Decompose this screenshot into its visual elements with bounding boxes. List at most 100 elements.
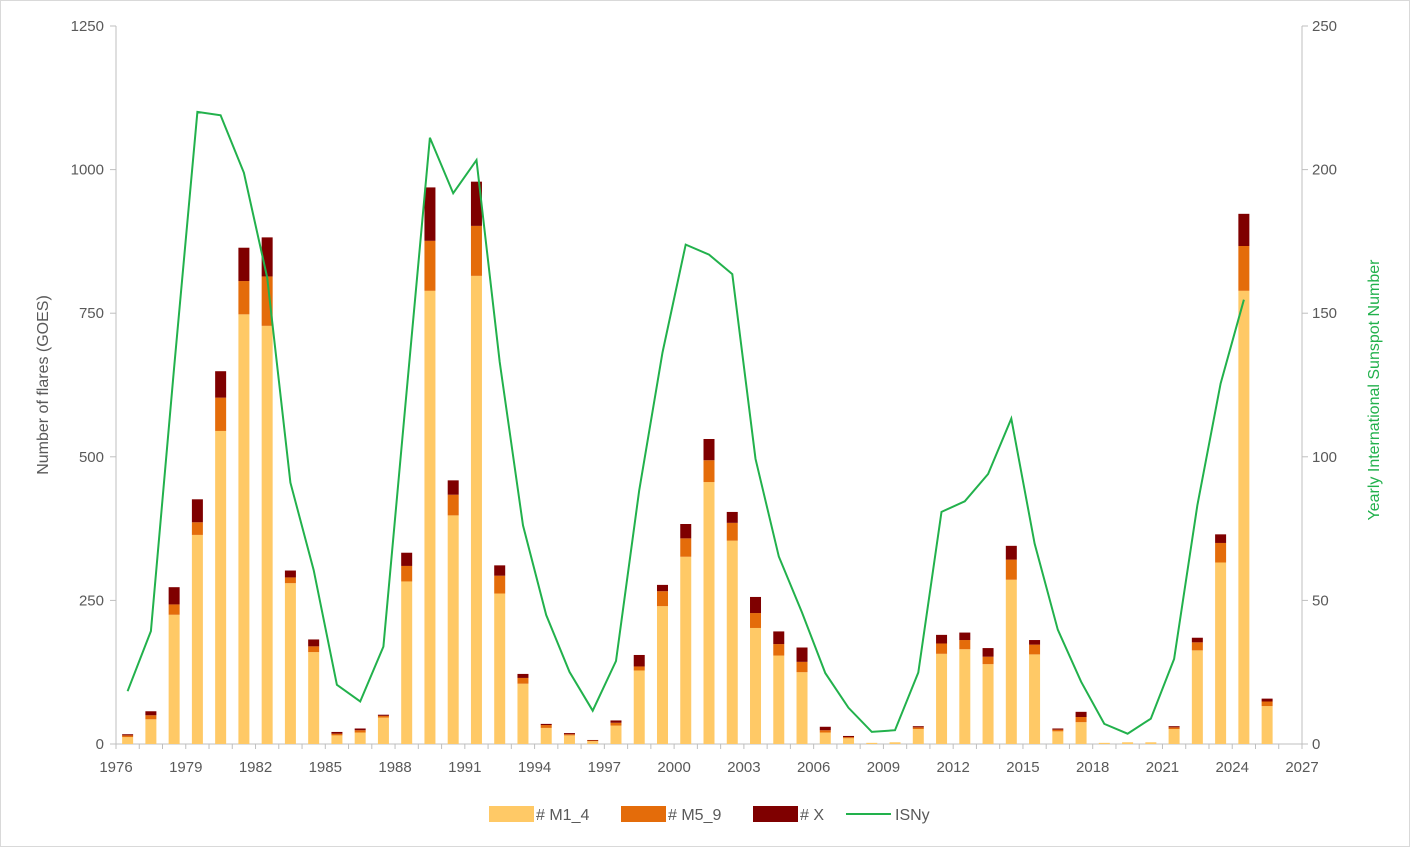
bar-x-2012 (959, 632, 971, 641)
bar-m5-9-2007 (843, 737, 855, 739)
bar-m1-4-1992 (494, 593, 506, 744)
bar-m5-9-1994 (540, 725, 552, 728)
bar-m1-4-2016 (1052, 731, 1064, 744)
bar-m5-9-1999 (656, 591, 668, 607)
bar-x-1999 (656, 584, 668, 592)
bar-x-1995 (563, 733, 575, 735)
y-tick-label: 0 (96, 736, 104, 753)
bar-x-2006 (819, 726, 831, 731)
bar-m1-4-1994 (540, 727, 552, 744)
x-tick-label: 1994 (518, 759, 551, 776)
bar-x-2025 (1261, 698, 1273, 702)
bar-m5-9-1979 (191, 522, 203, 535)
bar-m5-9-2022 (1191, 642, 1203, 651)
bar-m5-9-1987 (377, 715, 389, 718)
bar-m1-4-2003 (750, 627, 762, 744)
bar-m1-4-2012 (959, 649, 971, 744)
bar-x-1998 (633, 654, 645, 667)
bar-x-2004 (773, 631, 785, 645)
legend-label-isn: ISNy (895, 807, 930, 824)
x-tick-label: 1982 (239, 759, 272, 776)
bar-m1-4-1987 (377, 717, 389, 744)
bar-x-2003 (750, 596, 762, 614)
y-tick-label: 1250 (71, 18, 104, 35)
y2-tick-label: 50 (1312, 592, 1329, 609)
bar-m5-9-1997 (610, 722, 622, 726)
bar-m1-4-2013 (982, 664, 994, 744)
bar-x-2011 (936, 634, 948, 644)
bar-m1-4-1988 (401, 581, 413, 744)
bar-x-1981 (238, 247, 250, 282)
bar-m5-9-1984 (308, 646, 320, 653)
bar-m5-9-2023 (1215, 542, 1227, 563)
legend-swatch-x (753, 806, 798, 822)
bar-x-1988 (401, 552, 413, 566)
isn-line (126, 110, 1245, 735)
y-axis-title: Number of flares (GOES) (35, 295, 52, 475)
bar-x-1997 (610, 720, 622, 723)
bar-m5-9-2002 (726, 522, 738, 541)
bar-m1-4-1980 (215, 430, 227, 744)
bar-x-1980 (215, 371, 227, 398)
bar-m1-4-1999 (656, 606, 668, 744)
bar-m1-4-2011 (936, 653, 948, 744)
bar-m5-9-1980 (215, 397, 227, 431)
bar-m1-4-2004 (773, 655, 785, 744)
bar-m5-9-1989 (424, 240, 436, 291)
bar-m5-9-1983 (284, 577, 296, 584)
bar-m5-9-2021 (1168, 727, 1180, 730)
bar-m1-4-2014 (1005, 579, 1017, 744)
x-tick-label: 2024 (1216, 759, 1249, 776)
bar-m1-4-2021 (1168, 729, 1180, 744)
bar-x-1983 (284, 570, 296, 578)
bar-x-2013 (982, 648, 994, 657)
bar-m5-9-2000 (680, 538, 692, 557)
legend-swatch-m1-4 (489, 806, 534, 822)
bar-m1-4-1986 (354, 732, 366, 744)
bar-m5-9-1998 (633, 666, 645, 671)
bar-m1-4-2009 (889, 742, 901, 744)
bar-m5-9-2010 (912, 727, 924, 730)
bar-x-1992 (494, 565, 506, 576)
bar-m5-9-1985 (331, 733, 343, 736)
bar-x-2024 (1238, 213, 1250, 246)
bar-m1-4-1977 (145, 719, 157, 744)
bar-m5-9-1996 (587, 740, 599, 742)
bar-m5-9-2003 (750, 613, 762, 628)
bar-m1-4-1979 (191, 534, 203, 744)
bar-m5-9-1988 (401, 565, 413, 582)
bar-m1-4-2007 (843, 738, 855, 744)
bar-x-1986 (354, 728, 366, 731)
bar-m5-9-2006 (819, 730, 831, 733)
x-tick-label: 2003 (727, 759, 760, 776)
bar-m1-4-2006 (819, 732, 831, 744)
legend-label-m1-4: # M1_4 (536, 807, 589, 824)
bar-m1-4-2017 (1075, 722, 1087, 744)
bar-m5-9-1986 (354, 730, 366, 733)
bar-m1-4-1981 (238, 314, 250, 744)
bar-m1-4-1990 (447, 515, 459, 744)
y2-tick-label: 150 (1312, 305, 1337, 322)
bar-m5-9-1992 (494, 575, 506, 594)
y2-tick-label: 200 (1312, 162, 1337, 179)
bar-m5-9-2015 (1029, 644, 1041, 655)
bar-m5-9-1977 (145, 715, 157, 720)
bar-m1-4-2024 (1238, 290, 1250, 744)
bar-m5-9-2014 (1005, 559, 1017, 580)
bar-x-2007 (843, 735, 855, 738)
bar-m5-9-2005 (796, 661, 808, 673)
x-tick-label: 1988 (378, 759, 411, 776)
bar-m1-4-1995 (563, 735, 575, 744)
bar-x-1996 (587, 739, 599, 741)
y2-tick-label: 250 (1312, 18, 1337, 35)
bar-m1-4-2023 (1215, 562, 1227, 744)
y-tick-label: 250 (79, 592, 104, 609)
bar-m1-4-1985 (331, 735, 343, 744)
bar-x-2000 (680, 524, 692, 539)
y-tick-label: 750 (79, 305, 104, 322)
bar-m5-9-1991 (470, 225, 482, 276)
bar-x-1982 (261, 237, 273, 277)
y2-axis-title: Yearly International Sunspot Number (1366, 259, 1383, 521)
legend-label-x: # X (800, 807, 824, 824)
x-tick-label: 1991 (448, 759, 481, 776)
